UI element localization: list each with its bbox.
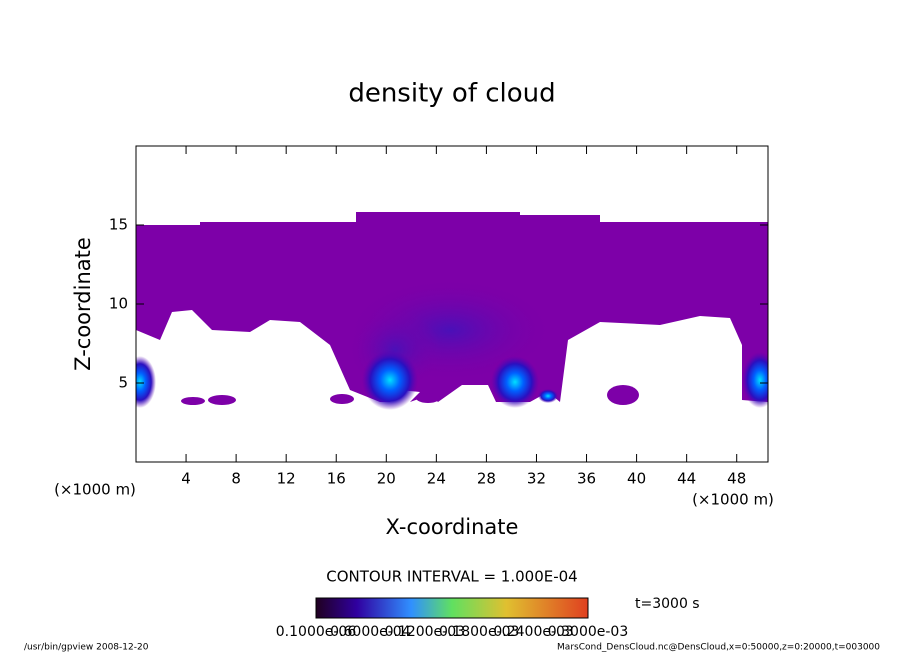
x-tick-label: 16 — [327, 470, 346, 488]
time-label: t=3000 s — [635, 596, 700, 612]
x-tick-label: 40 — [627, 470, 646, 488]
x-tick-label: 44 — [677, 470, 696, 488]
x-tick-label: 36 — [577, 470, 596, 488]
x-unit: (×1000 m) — [54, 481, 136, 499]
x-tick-label: 8 — [231, 470, 241, 488]
footer-left: /usr/bin/gpview 2008-12-20 — [24, 643, 149, 653]
x-tick-label: 12 — [277, 470, 296, 488]
x-tick-label: 4 — [181, 470, 191, 488]
contour-field — [136, 212, 768, 462]
y-tick-label: 5 — [118, 374, 128, 392]
x-tick-label: 20 — [377, 470, 396, 488]
footer-right: MarsCond_DensCloud.nc@DensCloud,x=0:5000… — [557, 643, 880, 653]
x-tick-label: 48 — [727, 470, 746, 488]
colorbar-label: 0.6000e-04 — [330, 624, 411, 640]
x-tick-label: 28 — [477, 470, 496, 488]
colorbar-label: 0.1200e-03 — [385, 624, 465, 640]
y-unit: (×1000 m) — [692, 491, 774, 509]
y-axis-label: Z-coordinate — [71, 237, 95, 371]
colorbar — [315, 597, 589, 619]
x-tick-label: 32 — [527, 470, 546, 488]
colorbar-label: 0.1800e-03 — [439, 624, 519, 640]
y-tick-label: 10 — [109, 295, 128, 313]
colorbar-labels: 0.1000e-060.6000e-040.1200e-030.1800e-03… — [276, 624, 628, 640]
x-tick-label: 24 — [427, 470, 446, 488]
x-axis-label: X-coordinate — [386, 515, 519, 539]
contour-interval: CONTOUR INTERVAL = 1.000E-04 — [326, 568, 577, 586]
colorbar-label: 0.2400e-03 — [493, 624, 573, 640]
colorbar-label: 0.1000e-06 — [276, 624, 357, 640]
chart-title: density of cloud — [348, 79, 555, 109]
colorbar-label: 0.3000e-03 — [548, 624, 628, 640]
y-tick-label: 15 — [109, 216, 128, 234]
